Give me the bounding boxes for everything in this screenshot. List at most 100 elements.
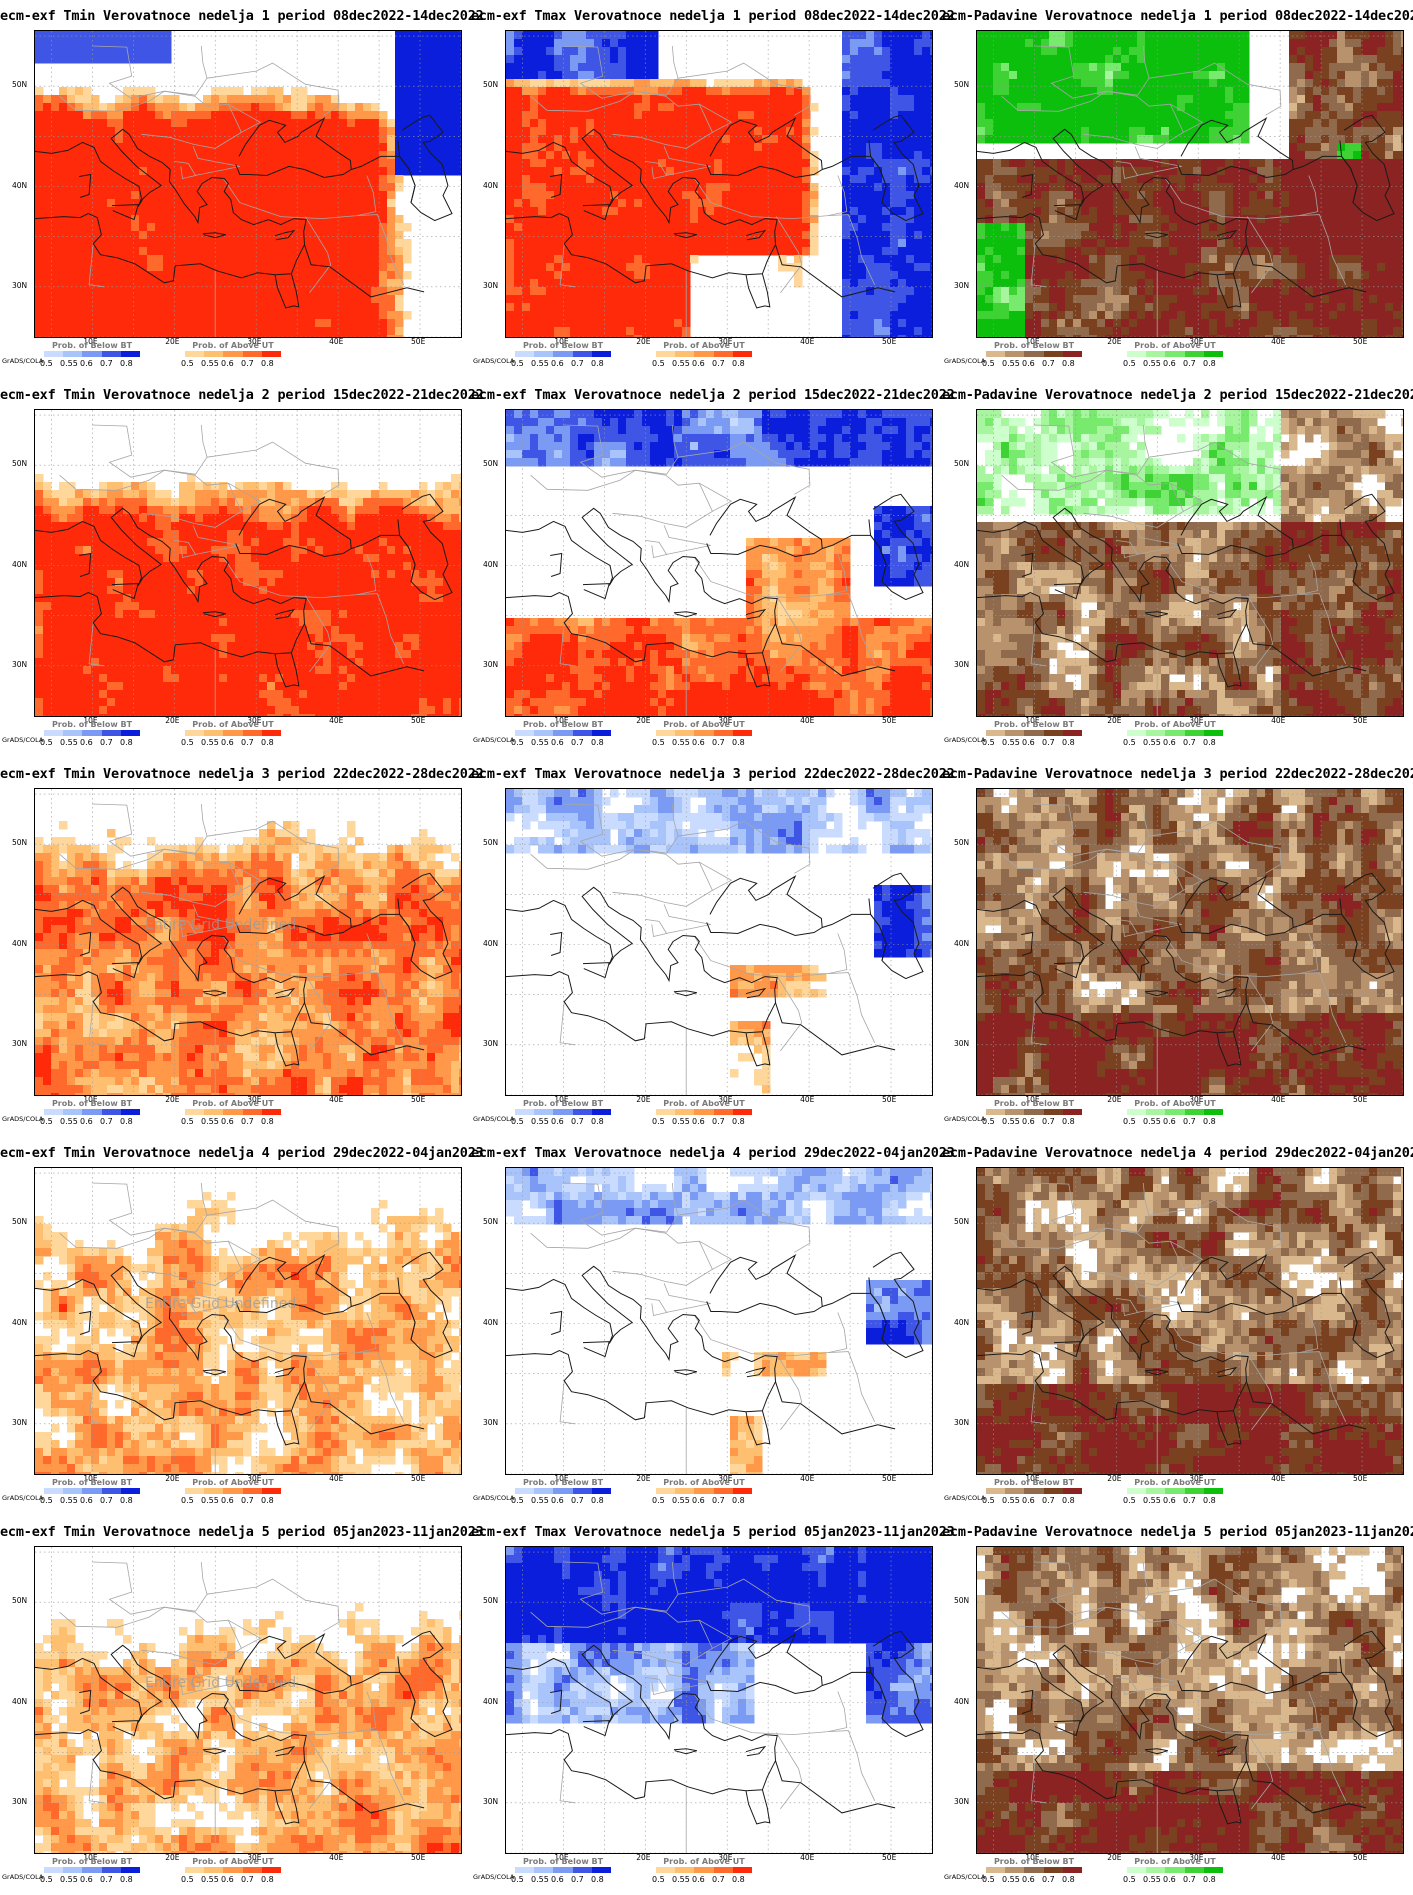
country-borders xyxy=(59,803,405,1095)
longitude-tick-label: 40E xyxy=(329,1095,343,1104)
graticule xyxy=(35,1547,461,1853)
panel-title: ecm-Padavine Verovatnoce nedelja 5 perio… xyxy=(942,1524,1413,1540)
legend-tick: 0.6 xyxy=(551,738,571,747)
longitude-tick-label: 20E xyxy=(636,1853,650,1862)
legend-tick: 0.7 xyxy=(100,738,120,747)
longitude-tick-label: 30E xyxy=(718,1853,732,1862)
map-canvas xyxy=(506,1168,932,1474)
legend-tick: 0.55 xyxy=(60,1875,80,1884)
below-legend: Prob. of Below BT 0.5 0.55 0.6 0.7 0.8 xyxy=(40,1478,141,1508)
legend-tick: 0.7 xyxy=(241,359,261,368)
latitude-tick-label: 30N xyxy=(12,1797,27,1806)
legend-ticks: 0.5 0.55 0.6 0.7 0.8 xyxy=(40,1117,140,1126)
legend-tick: 0.8 xyxy=(732,1875,752,1884)
legend-tick: 0.8 xyxy=(1203,1875,1223,1884)
latitude-tick-label: 30N xyxy=(954,1418,969,1427)
probability-field xyxy=(977,1547,1403,1853)
legend-tick: 0.55 xyxy=(1143,738,1163,747)
legend-title: Prob. of Below BT xyxy=(986,341,1082,350)
legend-title: Prob. of Above UT xyxy=(185,1857,281,1866)
legend-tick: 0.7 xyxy=(241,1875,261,1884)
latitude-tick-label: 40N xyxy=(483,1318,498,1327)
legend-tick: 0.55 xyxy=(1143,359,1163,368)
legend-tick: 0.55 xyxy=(201,738,221,747)
grads-credit: GrADS/COLA xyxy=(944,357,985,365)
legend-tick: 0.5 xyxy=(511,1875,531,1884)
coastlines xyxy=(35,1251,453,1446)
probability-map xyxy=(505,1546,933,1854)
below-legend: Prob. of Below BT 0.5 0.55 0.6 0.7 0.8 xyxy=(982,720,1083,750)
legend-ticks: 0.5 0.55 0.6 0.7 0.8 xyxy=(982,1117,1082,1126)
coastlines xyxy=(977,493,1395,688)
legend-color-bar xyxy=(515,1488,612,1494)
legend-area: GrADS/COLA Prob. of Below BT 0.5 0.55 0.6 0.7… xyxy=(942,1473,1413,1516)
longitude-tick-label: 20E xyxy=(165,716,179,725)
latitude-tick-label: 50N xyxy=(483,1217,498,1226)
legend-color-bar xyxy=(44,1109,141,1115)
legend-color-bar xyxy=(515,1867,612,1873)
latitude-tick-label: 30N xyxy=(12,1039,27,1048)
longitude-tick-label: 50E xyxy=(1353,716,1367,725)
longitude-tick-label: 30E xyxy=(247,1853,261,1862)
latitude-tick-label: 40N xyxy=(954,1318,969,1327)
legend-title: Prob. of Below BT xyxy=(44,341,140,350)
legend-area: GrADS/COLA Prob. of Below BT 0.5 0.55 0.6 0.7… xyxy=(942,1094,1413,1137)
probability-map xyxy=(976,1546,1404,1854)
legend-tick: 0.5 xyxy=(40,1875,60,1884)
longitude-tick-label: 50E xyxy=(411,1095,425,1104)
legend-tick: 0.5 xyxy=(1123,1496,1143,1505)
longitude-tick-label: 10E xyxy=(83,716,97,725)
country-borders xyxy=(59,1561,405,1853)
longitude-tick-label: 50E xyxy=(411,337,425,346)
probability-map xyxy=(976,788,1404,1096)
above-legend: Prob. of Above UT 0.5 0.55 0.6 0.7 0.8 xyxy=(181,341,282,371)
legend-ticks: 0.5 0.55 0.6 0.7 0.8 xyxy=(40,1875,140,1884)
legend-color-bar xyxy=(656,1867,753,1873)
legend-tick: 0.5 xyxy=(982,359,1002,368)
legend-color-bar xyxy=(1127,351,1224,357)
map-panel-precipitation-week-5: ecm-Padavine Verovatnoce nedelja 5 perio… xyxy=(942,1516,1413,1895)
map-canvas xyxy=(35,1547,461,1853)
legend-tick: 0.55 xyxy=(531,1875,551,1884)
panel-title: ecm-Padavine Verovatnoce nedelja 2 perio… xyxy=(942,387,1413,403)
legend-area: GrADS/COLA Prob. of Below BT 0.5 0.55 0.6 0.7… xyxy=(942,1852,1413,1895)
longitude-tick-label: 20E xyxy=(165,337,179,346)
latitude-tick-label: 30N xyxy=(12,1418,27,1427)
longitude-tick-label: 30E xyxy=(247,1474,261,1483)
legend-tick: 0.5 xyxy=(982,1875,1002,1884)
legend-tick: 0.6 xyxy=(1163,1875,1183,1884)
longitude-tick-label: 20E xyxy=(1107,716,1121,725)
coastlines xyxy=(506,114,924,309)
legend-title: Prob. of Above UT xyxy=(656,1099,752,1108)
probability-map xyxy=(34,409,462,717)
legend-tick: 0.55 xyxy=(1002,1875,1022,1884)
legend-area: GrADS/COLA Prob. of Below BT 0.5 0.55 0.6 0.7… xyxy=(0,336,471,379)
longitude-tick-label: 10E xyxy=(554,1095,568,1104)
longitude-tick-label: 10E xyxy=(554,337,568,346)
legend-title: Prob. of Above UT xyxy=(656,1478,752,1487)
longitude-tick-label: 40E xyxy=(329,1474,343,1483)
panel-title: ecm-exf Tmax Verovatnoce nedelja 2 perio… xyxy=(471,387,955,403)
grads-credit: GrADS/COLA xyxy=(944,1494,985,1502)
legend-title: Prob. of Below BT xyxy=(986,1857,1082,1866)
below-legend: Prob. of Below BT 0.5 0.55 0.6 0.7 0.8 xyxy=(40,720,141,750)
longitude-tick-label: 50E xyxy=(882,1095,896,1104)
longitude-tick-label: 30E xyxy=(1189,716,1203,725)
longitude-tick-label: 10E xyxy=(554,716,568,725)
graticule xyxy=(977,410,1403,716)
legend-tick: 0.7 xyxy=(712,738,732,747)
legend-color-bar xyxy=(1127,1867,1224,1873)
map-canvas xyxy=(977,31,1403,337)
latitude-tick-label: 30N xyxy=(483,1418,498,1427)
legend-tick: 0.6 xyxy=(80,1117,100,1126)
panel-title: ecm-exf Tmax Verovatnoce nedelja 5 perio… xyxy=(471,1524,955,1540)
longitude-tick-label: 10E xyxy=(83,1474,97,1483)
longitude-tick-label: 40E xyxy=(1271,1853,1285,1862)
latitude-tick-label: 40N xyxy=(483,560,498,569)
undefined-grid-notice: Entire Grid Undefined xyxy=(145,1296,296,1312)
legend-tick: 0.6 xyxy=(551,1117,571,1126)
legend-tick: 0.8 xyxy=(120,1875,140,1884)
longitude-tick-label: 40E xyxy=(329,1853,343,1862)
latitude-tick-label: 30N xyxy=(483,281,498,290)
legend-title: Prob. of Below BT xyxy=(515,1099,611,1108)
